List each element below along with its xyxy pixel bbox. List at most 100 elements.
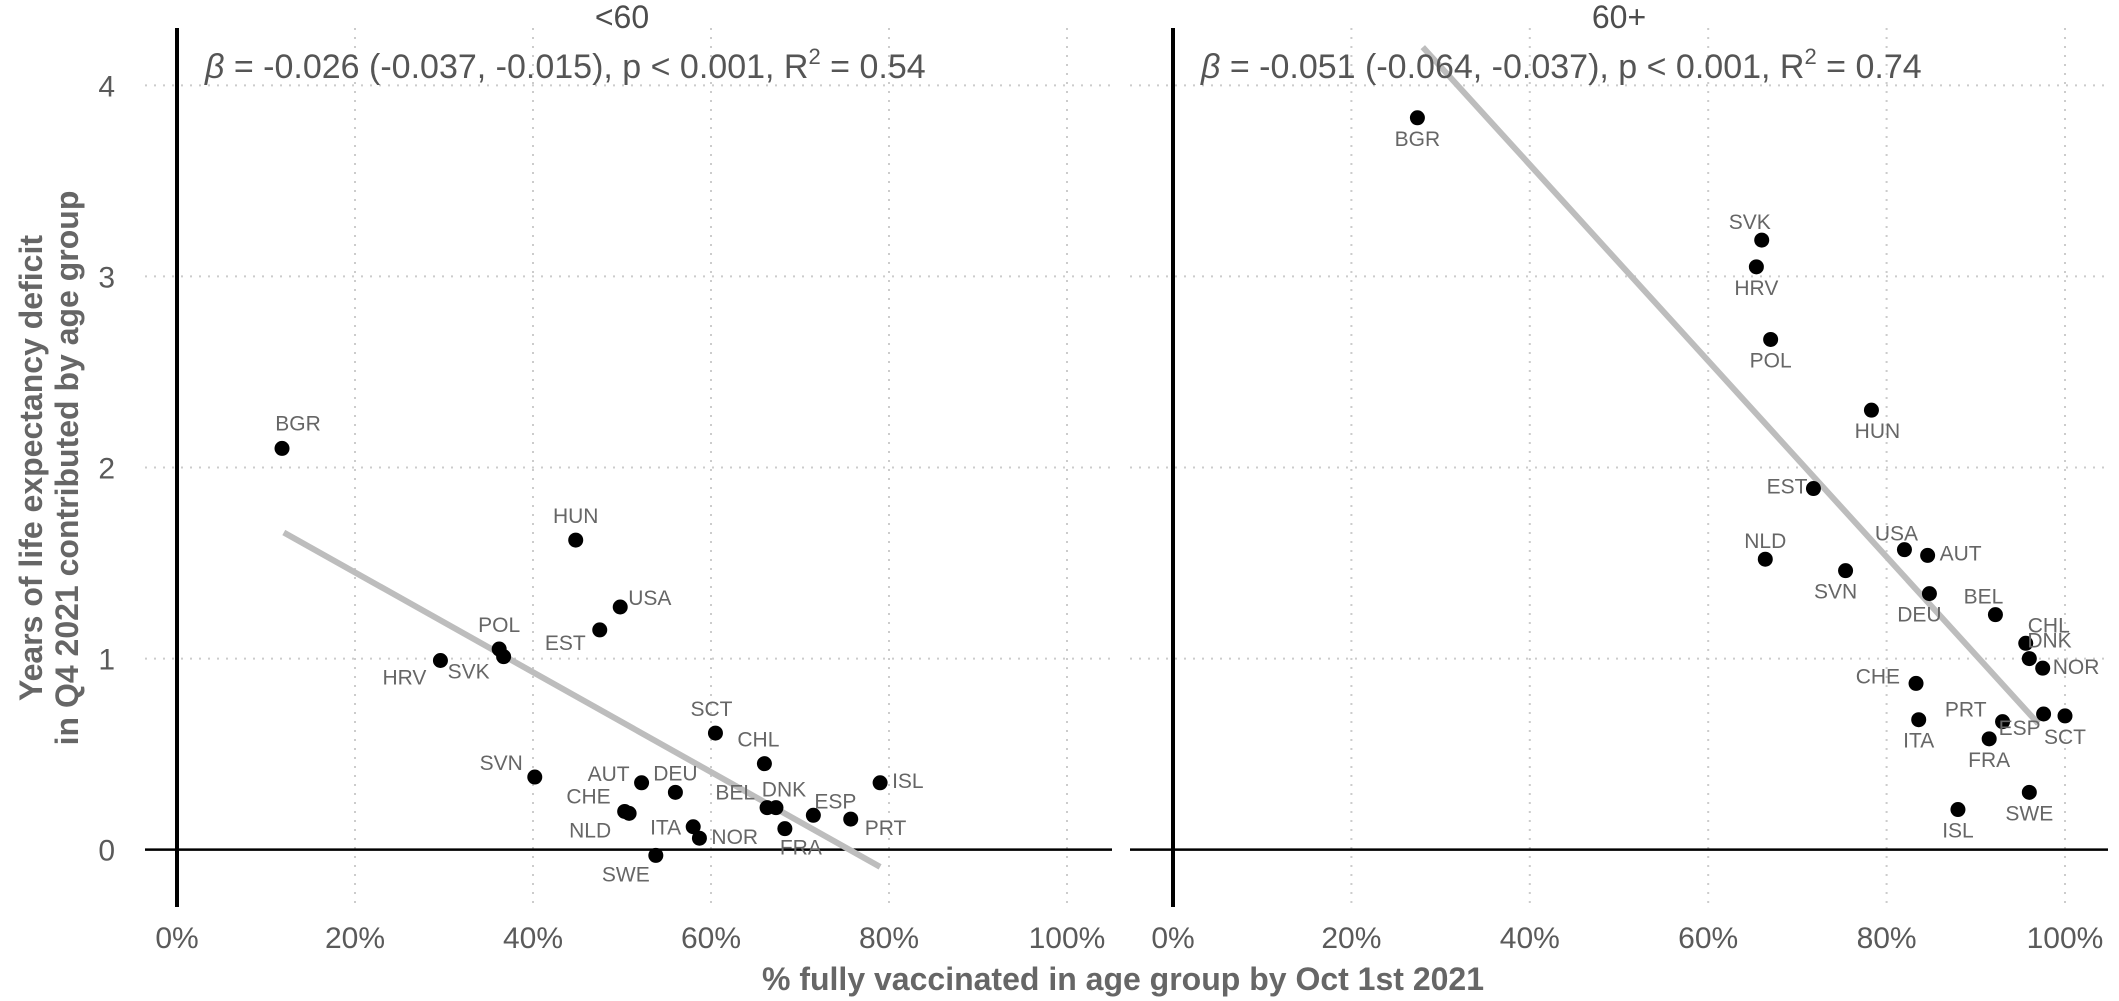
point-dnk (768, 800, 784, 816)
point-labels-panel-2: BGR SVK HRV POL HUN EST USA AUT NLD SVN DEU BEL CHLD… (1395, 128, 2100, 843)
point-label-che: CHE (566, 785, 610, 808)
point-label-pol: POL (478, 614, 520, 637)
point-label-svn: SVN (480, 752, 523, 775)
point-label-isl: ISL (1942, 820, 1974, 843)
tick-labels-panel-1: 0% 20% 40% 60% 80% 100% (155, 922, 1105, 955)
point-aut (1920, 547, 1936, 563)
point-label-dnk: DNK (2027, 630, 2071, 653)
point-label-svk: SVK (1729, 211, 1771, 234)
annotation-tail: = 0.54 (821, 48, 926, 86)
point-label-nld: NLD (569, 819, 611, 842)
point-nld (1757, 551, 1773, 567)
point-label-swe: SWE (2005, 802, 2053, 825)
x-tick-label: 40% (503, 922, 563, 955)
point-fra (777, 821, 793, 837)
point-sct (2057, 708, 2073, 724)
point-label-chl: CHL (737, 729, 779, 752)
point-pol (1763, 331, 1779, 347)
annotation-main: = -0.026 (-0.037, -0.015), p < 0.001, R (224, 48, 808, 86)
point-est (1805, 481, 1821, 497)
point-label-sct: SCT (690, 698, 732, 721)
point-label-nor: NOR (2053, 656, 2100, 679)
points-panel-2 (1409, 110, 2073, 818)
point-label-svn: SVN (1814, 581, 1857, 604)
point-label-bel: BEL (1964, 586, 2004, 609)
point-label-deu: DEU (653, 762, 697, 785)
x-tick-label: 80% (859, 922, 919, 955)
point-ita (1911, 712, 1927, 728)
point-bgr (274, 440, 290, 456)
point-svn (1838, 563, 1854, 579)
point-label-sct: SCT (2044, 726, 2086, 749)
point-prt (1995, 714, 2011, 730)
gridlines-panel-2 (1130, 28, 2108, 907)
x-tick-label: 0% (155, 922, 198, 955)
point-swe (2021, 784, 2037, 800)
point-aut (634, 775, 650, 791)
y-tick-label: 0 (98, 835, 115, 868)
point-ita (685, 819, 701, 835)
point-label-swe: SWE (602, 863, 650, 886)
point-label-est: EST (1767, 476, 1808, 499)
point-nld (621, 805, 637, 821)
point-label-esp: ESP (814, 790, 856, 813)
point-label-isl: ISL (892, 770, 924, 793)
beta-symbol: β (204, 48, 224, 86)
point-label-hun: HUN (553, 505, 599, 528)
point-label-usa: USA (628, 587, 671, 610)
r-squared-superscript: 2 (1804, 44, 1816, 69)
point-label-bel: BEL (715, 782, 755, 805)
point-svn (527, 769, 543, 785)
x-tick-label: 20% (325, 922, 385, 955)
facet-title-under-60: <60 (595, 0, 649, 35)
x-tick-label: 20% (1321, 922, 1381, 955)
point-chl (756, 756, 772, 772)
point-label-bgr: BGR (275, 412, 321, 435)
beta-symbol: β (1200, 48, 1220, 86)
point-label-dnk: DNK (762, 779, 806, 802)
x-axis-title: % fully vaccinated in age group by Oct 1… (762, 961, 1484, 997)
point-label-prt: PRT (865, 817, 907, 840)
point-label-ita: ITA (650, 817, 681, 840)
point-label-esp: ESP (1999, 717, 2041, 740)
axes-panel-2 (1130, 28, 2108, 907)
point-esp (805, 807, 821, 823)
y-axis-title-line: in Q4 2021 contributed by age group (49, 191, 85, 746)
point-hun (568, 532, 584, 548)
y-axis-title: Years of life expectancy deficitin Q4 20… (13, 191, 85, 746)
point-deu (1921, 586, 1937, 602)
point-nor (691, 830, 707, 846)
tick-labels-panel-2: 0% 20% 40% 60% 80% 100% (1151, 922, 2103, 955)
point-bel (1987, 607, 2003, 623)
x-tick-label: 40% (1500, 922, 1560, 955)
fit-line-panel-1 (282, 529, 882, 870)
point-usa (612, 599, 628, 615)
point-svk (496, 649, 512, 665)
point-label-hrv: HRV (1734, 277, 1778, 300)
point-isl (1950, 802, 1966, 818)
point-usa (1896, 542, 1912, 558)
regression-fit-line (282, 529, 882, 870)
point-isl (872, 775, 888, 791)
annotation-main: = -0.051 (-0.064, -0.037), p < 0.001, R (1220, 48, 1804, 86)
y-tick-label: 2 (98, 453, 115, 486)
regression-annotation-panel-1: β = -0.026 (-0.037, -0.015), p < 0.001, … (204, 44, 926, 86)
x-tick-label: 60% (1678, 922, 1738, 955)
point-label-chl: CHL (2028, 614, 2070, 637)
point-fra (1981, 731, 1997, 747)
point-label-hun: HUN (1855, 420, 1901, 443)
point-nor (2035, 660, 2051, 676)
fit-line-panel-2 (1420, 45, 2041, 726)
point-label-bgr: BGR (1395, 128, 1441, 151)
regression-annotation-panel-2: β = -0.051 (-0.064, -0.037), p < 0.001, … (1200, 44, 1922, 86)
point-bgr (1409, 110, 1425, 126)
point-label-usa: USA (1875, 523, 1918, 546)
point-label-fra: FRA (780, 837, 822, 860)
r-squared-superscript: 2 (808, 44, 820, 69)
x-tick-label: 0% (1151, 922, 1194, 955)
facet-title-60-plus: 60+ (1592, 0, 1646, 35)
point-est (592, 622, 608, 638)
